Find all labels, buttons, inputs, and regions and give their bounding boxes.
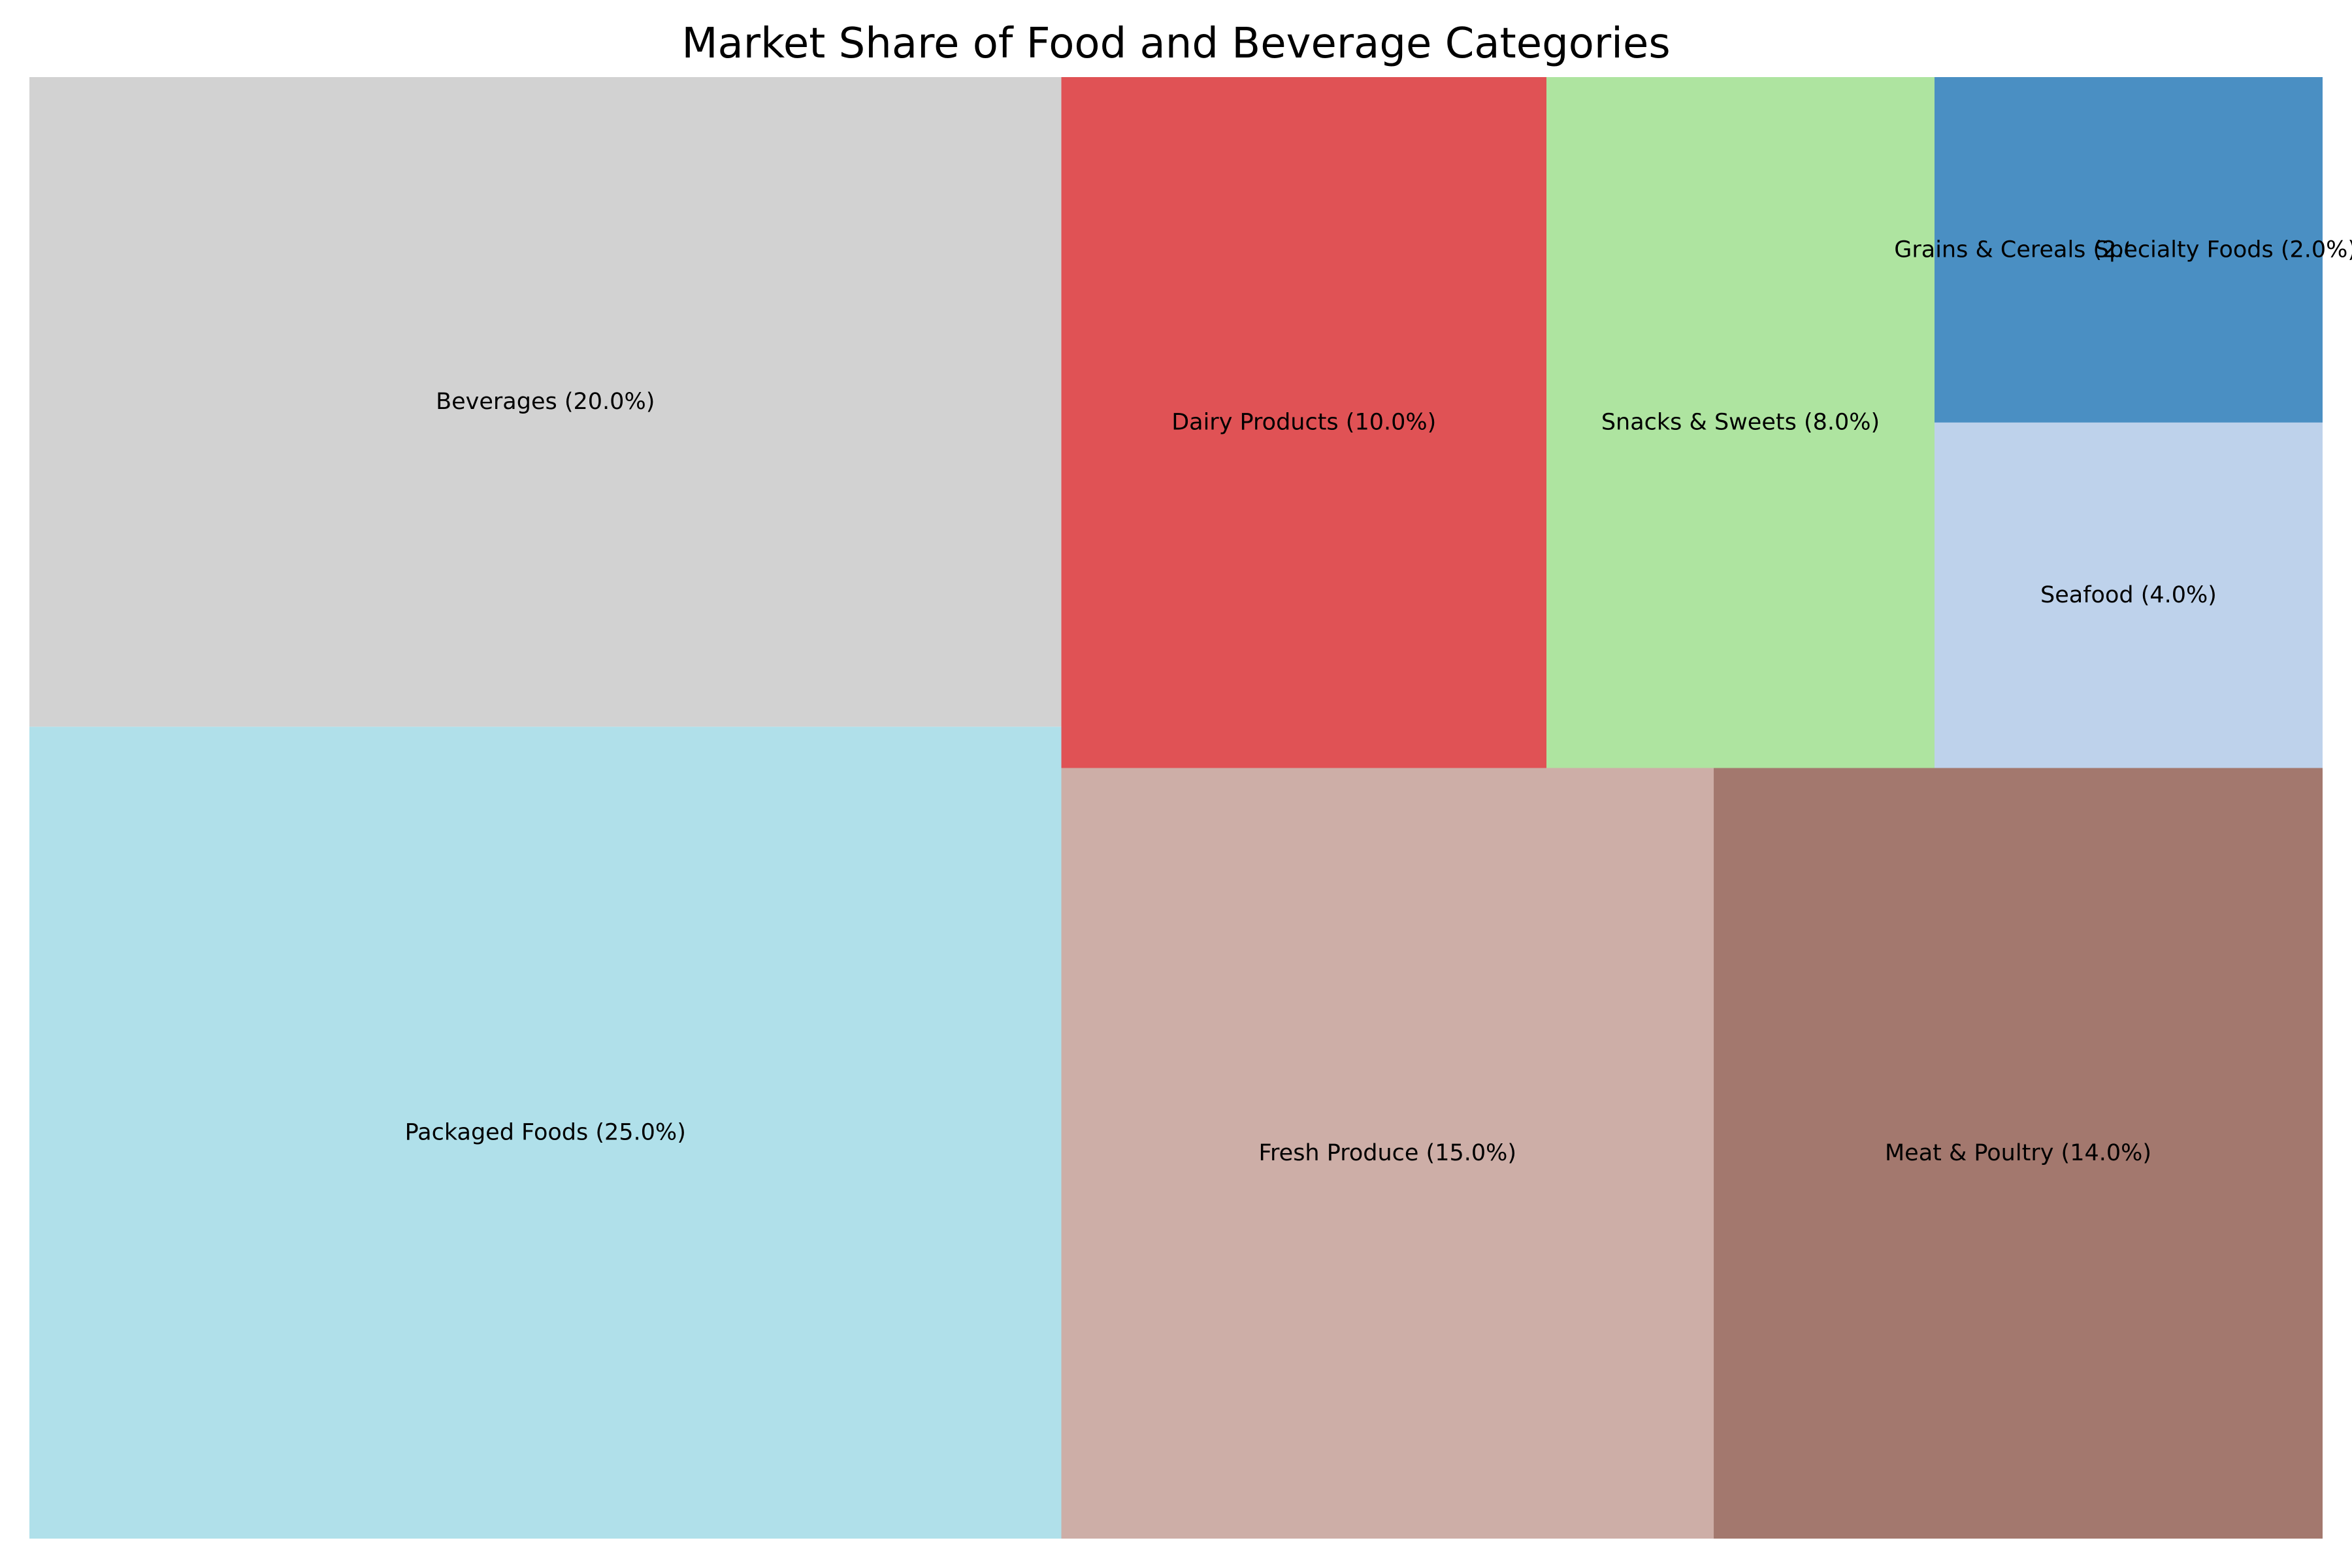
tile-label-snacks-sweets: Snacks & Sweets (8.0%) xyxy=(1601,410,1880,436)
tile-rect-packaged-foods xyxy=(29,727,1062,1539)
tile-dairy-products: Dairy Products (10.0%) xyxy=(1061,77,1546,768)
tile-rect-dairy-products xyxy=(1061,77,1546,768)
tile-seafood: Seafood (4.0%) xyxy=(1935,422,2323,768)
tile-rect-snacks-sweets xyxy=(1546,77,1935,768)
tile-label-grains-cereals: Grains & Cereals (2.0%) xyxy=(1894,237,2169,263)
tile-beverages: Beverages (20.0%) xyxy=(29,77,1062,727)
tile-rect-specialty-foods xyxy=(2129,77,2323,423)
tile-rect-fresh-produce xyxy=(1061,768,1714,1539)
chart-title: Market Share of Food and Beverage Catego… xyxy=(681,20,1671,68)
tile-rect-beverages xyxy=(29,77,1062,727)
tile-label-fresh-produce: Fresh Produce (15.0%) xyxy=(1258,1140,1516,1166)
tile-rect-meat-poultry xyxy=(1714,768,2323,1539)
tile-specialty-foods: Specialty Foods (2.0%) xyxy=(2095,77,2352,423)
tile-label-specialty-foods: Specialty Foods (2.0%) xyxy=(2095,237,2352,263)
tile-fresh-produce: Fresh Produce (15.0%) xyxy=(1061,768,1714,1539)
tile-label-packaged-foods: Packaged Foods (25.0%) xyxy=(405,1120,686,1146)
tile-snacks-sweets: Snacks & Sweets (8.0%) xyxy=(1546,77,1935,768)
tile-label-beverages: Beverages (20.0%) xyxy=(436,389,655,415)
tile-rect-grains-cereals xyxy=(1935,77,2129,423)
tile-rect-seafood xyxy=(1935,422,2323,768)
tile-grains-cereals: Grains & Cereals (2.0%) xyxy=(1894,77,2169,423)
tile-packaged-foods: Packaged Foods (25.0%) xyxy=(29,727,1062,1539)
tile-label-seafood: Seafood (4.0%) xyxy=(2040,582,2217,608)
tile-meat-poultry: Meat & Poultry (14.0%) xyxy=(1714,768,2323,1539)
tile-label-meat-poultry: Meat & Poultry (14.0%) xyxy=(1885,1140,2151,1166)
tile-label-dairy-products: Dairy Products (10.0%) xyxy=(1171,410,1436,436)
